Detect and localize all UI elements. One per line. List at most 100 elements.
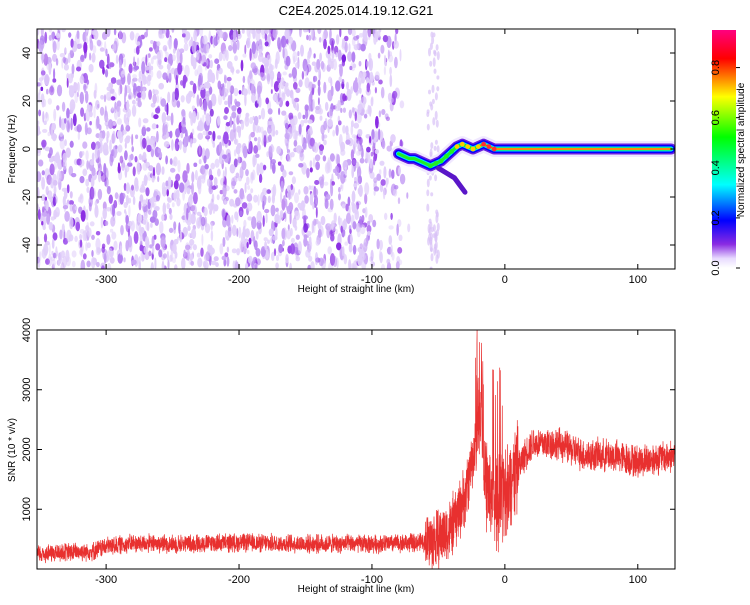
noise-blob — [132, 99, 136, 105]
noise-blob — [255, 248, 261, 257]
noise-blob — [255, 153, 260, 158]
noise-blob — [256, 220, 262, 230]
noise-blob — [343, 35, 349, 42]
noise-blob — [200, 165, 206, 175]
noise-blob — [250, 188, 254, 194]
noise-blob — [130, 153, 134, 161]
noise-blob — [399, 173, 406, 185]
noise-blob — [179, 52, 183, 65]
noise-blob — [66, 184, 70, 194]
noise-blob — [294, 215, 296, 220]
noise-blob — [116, 79, 122, 86]
noise-blob — [280, 180, 284, 193]
noise-blob — [309, 137, 315, 147]
noise-blob — [191, 171, 195, 183]
noise-blob — [300, 200, 305, 211]
noise-blob — [96, 247, 102, 254]
noise-blob — [263, 237, 268, 242]
noise-blob — [297, 51, 300, 57]
noise-blob — [59, 138, 65, 150]
noise-blob — [248, 255, 253, 264]
noise-blob — [301, 70, 305, 80]
noise-blob — [266, 189, 272, 194]
noise-blob — [146, 221, 150, 232]
noise-blob — [372, 155, 376, 166]
noise-blob — [267, 195, 271, 203]
noise-streak — [429, 42, 433, 50]
noise-blob — [312, 202, 315, 210]
noise-blob — [305, 108, 309, 120]
noise-blob — [101, 130, 106, 139]
noise-blob — [307, 54, 311, 60]
noise-blob — [197, 257, 203, 268]
noise-blob — [359, 243, 363, 250]
noise-blob — [313, 75, 318, 82]
noise-blob — [221, 255, 227, 261]
x-tick-label: -100 — [361, 274, 383, 286]
noise-blob — [330, 85, 334, 97]
noise-blob — [398, 234, 403, 241]
noise-blob — [285, 254, 289, 264]
noise-blob — [350, 86, 354, 94]
noise-blob — [133, 231, 139, 244]
noise-blob — [124, 150, 128, 161]
noise-blob — [291, 67, 297, 79]
noise-blob — [340, 107, 343, 113]
noise-blob — [352, 63, 357, 68]
noise-blob — [44, 200, 49, 211]
noise-blob — [239, 188, 245, 200]
signal-peak — [428, 163, 433, 169]
noise-blob — [186, 162, 190, 174]
noise-blob — [171, 29, 175, 33]
noise-blob — [52, 262, 56, 269]
noise-blob — [68, 200, 74, 206]
noise-blob — [366, 225, 372, 233]
noise-blob — [257, 194, 260, 206]
noise-blob — [69, 216, 74, 230]
noise-blob — [120, 244, 122, 256]
noise-blob — [222, 184, 227, 198]
noise-blob — [217, 168, 221, 177]
noise-blob — [342, 125, 346, 134]
noise-blob — [97, 149, 100, 158]
noise-blob — [69, 49, 74, 55]
noise-blob — [233, 87, 239, 97]
noise-blob — [96, 261, 100, 268]
noise-blob — [74, 235, 78, 242]
noise-blob — [323, 181, 329, 186]
noise-blob — [210, 230, 214, 242]
noise-blob — [353, 183, 358, 188]
noise-blob — [352, 221, 357, 230]
noise-blob — [109, 153, 114, 167]
noise-blob — [381, 109, 386, 115]
noise-blob — [142, 76, 148, 82]
noise-blob — [106, 124, 109, 130]
noise-blob — [329, 230, 335, 237]
noise-streak — [435, 209, 439, 215]
noise-streak — [433, 49, 437, 55]
noise-blob — [112, 43, 117, 52]
noise-blob — [37, 256, 41, 269]
noise-blob — [302, 58, 308, 72]
noise-blob — [322, 155, 327, 162]
noise-blob — [69, 99, 76, 112]
noise-blob — [69, 204, 73, 212]
noise-blob — [187, 195, 193, 207]
noise-blob — [61, 101, 66, 112]
noise-blob — [172, 243, 177, 254]
noise-blob — [386, 177, 389, 185]
noise-blob — [331, 181, 335, 186]
noise-blob — [236, 248, 241, 256]
noise-blob — [338, 186, 341, 193]
noise-blob — [212, 130, 216, 142]
noise-blob — [111, 106, 114, 111]
noise-blob — [89, 111, 93, 118]
noise-blob — [257, 69, 260, 76]
noise-blob — [232, 29, 237, 41]
noise-streak — [427, 223, 431, 234]
noise-streak — [428, 47, 431, 57]
noise-blob — [63, 118, 67, 124]
noise-blob — [91, 141, 96, 150]
noise-blob — [172, 91, 175, 102]
